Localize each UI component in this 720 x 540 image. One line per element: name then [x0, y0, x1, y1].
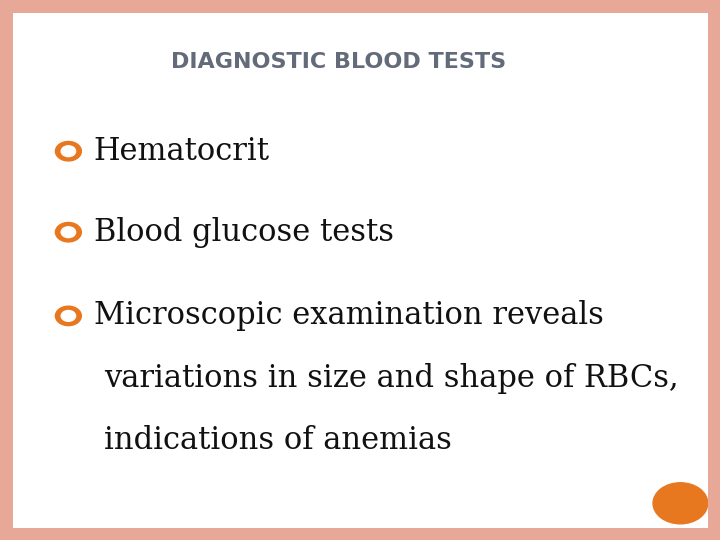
Circle shape [653, 483, 708, 524]
Circle shape [61, 227, 76, 238]
Text: indications of anemias: indications of anemias [104, 424, 452, 456]
Text: variations in size and shape of RBCs,: variations in size and shape of RBCs, [104, 362, 679, 394]
Text: Hematocrit: Hematocrit [94, 136, 269, 167]
Circle shape [61, 146, 76, 157]
Circle shape [55, 222, 81, 242]
Text: Blood glucose tests: Blood glucose tests [94, 217, 394, 248]
Text: Microscopic examination reveals: Microscopic examination reveals [94, 300, 603, 332]
Circle shape [55, 306, 81, 326]
Circle shape [55, 141, 81, 161]
Circle shape [61, 310, 76, 321]
Text: DIAGNOSTIC BLOOD TESTS: DIAGNOSTIC BLOOD TESTS [171, 52, 506, 72]
